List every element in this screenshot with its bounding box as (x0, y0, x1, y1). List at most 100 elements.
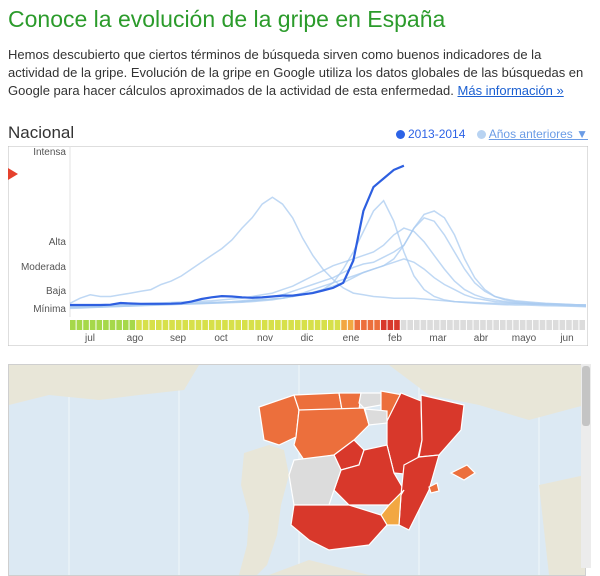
intensity-cell (361, 320, 367, 330)
spain-map-canvas (9, 365, 585, 575)
map-region-cantabria[interactable] (338, 392, 362, 411)
intensity-cell (202, 320, 208, 330)
map-region-castilla-la-mancha[interactable] (333, 444, 405, 506)
intensity-cell (242, 320, 248, 330)
chart-legend: 2013-2014 Años anteriores ▼ (396, 127, 588, 141)
map-region-extremadura[interactable] (288, 454, 342, 506)
intensity-cell (453, 320, 460, 330)
y-scale-label: Intensa (33, 147, 66, 158)
intensity-cell (493, 320, 499, 330)
intensity-cell (281, 320, 288, 330)
intensity-cell (394, 320, 400, 330)
intensity-cell (156, 320, 162, 330)
intensity-cell (559, 320, 566, 330)
intensity-cell (407, 320, 413, 330)
africa-land (539, 475, 585, 575)
intensity-cell (400, 320, 407, 330)
x-tick-label: dic (301, 333, 314, 344)
intensity-cell (136, 320, 142, 330)
previous-season-line (69, 258, 587, 309)
intensity-cell (142, 320, 149, 330)
intensity-cell (222, 320, 228, 330)
map-region-la-rioja[interactable] (364, 408, 388, 426)
intro-paragraph: Hemos descubierto que ciertos términos d… (8, 47, 584, 98)
x-tick-label: ago (127, 333, 144, 344)
y-scale-label: Moderada (21, 262, 66, 273)
intensity-cell (89, 320, 96, 330)
intensity-cell (70, 320, 76, 330)
intensity-cell (433, 320, 440, 330)
intensity-cell (519, 320, 526, 330)
intensity-cell (288, 320, 294, 330)
intensity-cell (486, 320, 493, 330)
page-title: Conoce la evolución de la gripe en Españ… (8, 6, 446, 32)
intensity-cell (149, 320, 155, 330)
intensity-cell (268, 320, 275, 330)
flu-trend-chart: Intensa Alta Moderada Baja Mínima jul ago sep o… (8, 146, 588, 346)
map-region-baleares[interactable] (428, 464, 476, 494)
intensity-cell (235, 320, 241, 330)
intensity-cell (380, 320, 387, 330)
scrollbar-track (581, 364, 591, 568)
map-region-pais-vasco[interactable] (358, 392, 382, 409)
y-scale-label: Alta (49, 237, 67, 248)
intensity-cell (334, 320, 341, 330)
intensity-cell (189, 320, 195, 330)
legend-previous-dot (476, 130, 486, 139)
intensity-cell (228, 320, 235, 330)
intensity-cell (341, 320, 347, 330)
x-tick-label: sep (170, 333, 187, 344)
intensity-cell (248, 320, 255, 330)
legend-current-dot (396, 130, 405, 139)
intensity-cell (572, 320, 579, 330)
scrollbar-thumb[interactable] (582, 366, 590, 426)
x-tick-label: jul (84, 333, 95, 344)
legend-previous[interactable]: Años anteriores ▼ (476, 127, 588, 141)
intensity-cell (539, 320, 546, 330)
more-info-link[interactable]: Más información » (457, 83, 564, 98)
intensity-cell (308, 320, 314, 330)
intensity-cell (347, 320, 354, 330)
legend-current[interactable]: 2013-2014 (396, 127, 469, 141)
previous-season-line (69, 196, 586, 306)
intensity-cell (447, 320, 453, 330)
legend-current-label: 2013-2014 (408, 127, 466, 141)
intensity-cell (420, 320, 427, 330)
intensity-cell (374, 320, 380, 330)
legend-previous-dropdown[interactable]: Años anteriores ▼ (488, 127, 588, 141)
intensity-cell (182, 320, 189, 330)
intensity-cell (109, 320, 116, 330)
map-region-andalucia[interactable] (290, 504, 388, 551)
france-land (9, 365, 199, 405)
intensity-cell (321, 320, 327, 330)
spain-map[interactable] (8, 364, 586, 576)
map-scrollbar[interactable] (580, 364, 592, 568)
intensity-cell (275, 320, 281, 330)
intensity-cell (103, 320, 109, 330)
intensity-cell (162, 320, 169, 330)
intensity-cell (367, 320, 374, 330)
intensity-cell (169, 320, 175, 330)
intensity-cell (122, 320, 129, 330)
x-tick-label: jun (559, 333, 573, 344)
x-tick-label: nov (257, 333, 273, 344)
portugal-land (239, 445, 289, 575)
intensity-cell (215, 320, 222, 330)
intensity-cell (466, 320, 473, 330)
current-season-line (70, 164, 405, 307)
x-tick-label: ene (343, 333, 360, 344)
intensity-cell (546, 320, 552, 330)
x-tick-label: mayo (512, 333, 537, 344)
intensity-cell (500, 320, 506, 330)
intensity-cell (328, 320, 334, 330)
intensity-cell (116, 320, 122, 330)
x-tick-label: mar (429, 333, 447, 344)
intensity-cell (460, 320, 466, 330)
chart-frame (8, 146, 588, 346)
intensity-cell (261, 320, 268, 330)
intensity-cell (76, 320, 83, 330)
intensity-cell (83, 320, 89, 330)
intensity-cell (96, 320, 103, 330)
intensity-cell (387, 320, 394, 330)
intensity-cell (526, 320, 533, 330)
